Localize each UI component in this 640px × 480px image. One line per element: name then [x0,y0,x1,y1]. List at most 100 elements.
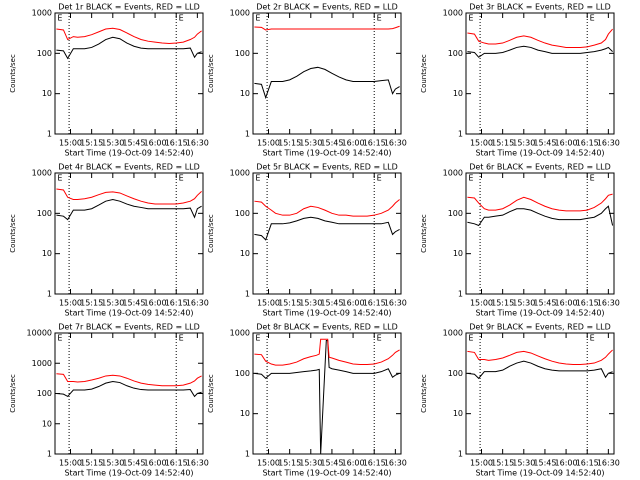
x-tick-label: 15:45 [533,139,556,148]
panel-title: Det 5r BLACK = Events, RED = LLD [256,163,398,172]
y-tick-label: 10 [42,89,52,98]
y-axis-label: Counts/sec [207,214,215,253]
x-tick-label: 16:00 [342,459,365,468]
x-tick-label: 16:15 [576,459,599,468]
y-tick-label: 1000 [230,9,250,18]
x-tick-label: 15:45 [320,299,343,308]
series-line [467,360,613,380]
x-tick-label: 15:30 [101,299,124,308]
series-line [56,36,202,60]
panel: Det 9r BLACK = Events, RED = LLD Start Ti… [420,323,620,478]
plot-frame [465,172,615,295]
x-tick-label: 16:00 [342,139,365,148]
annotation: E [179,14,184,23]
series-line [56,199,202,221]
x-tick-label: 15:00 [470,459,493,468]
x-tick-label: 15:45 [533,299,556,308]
y-tick-label: 100 [448,49,463,58]
y-tick-label: 1000 [32,9,52,18]
annotation: E [590,14,595,23]
x-tick-label: 16:30 [597,459,620,468]
panel-title: Det 1r BLACK = Events, RED = LLD [58,3,200,12]
y-tick-label: 1 [47,130,52,139]
panel-title: Det 7r BLACK = Events, RED = LLD [58,323,200,332]
series-line [467,45,613,58]
x-tick-label: 15:45 [533,459,556,468]
x-tick-label: 15:45 [122,459,145,468]
y-tick-label: 10 [240,89,250,98]
x-tick-label: 16:30 [384,299,407,308]
y-tick-label: 1 [245,130,250,139]
y-tick-label: 10 [240,249,250,258]
annotation: E [468,174,473,183]
x-tick-label: 15:00 [470,299,493,308]
series-line [254,25,400,31]
annotation: E [255,174,260,183]
panel: Det 2r BLACK = Events, RED = LLD Start Ti… [207,3,407,158]
plot-frame [54,12,204,135]
annotation: E [179,334,184,343]
y-tick-label: 100 [37,209,52,218]
x-tick-label: 15:15 [278,299,301,308]
plot-frame [252,332,402,455]
x-tick-label: 16:15 [165,299,188,308]
x-axis-label: Start Time (19-Oct-09 14:52:40) [262,149,391,158]
panel-title: Det 3r BLACK = Events, RED = LLD [469,3,611,12]
y-tick-label: 10 [453,249,463,258]
y-tick-label: 100 [37,389,52,398]
annotation: E [590,334,595,343]
series-line [467,205,614,227]
panel-title: Det 8r BLACK = Events, RED = LLD [256,323,398,332]
y-tick-label: 100 [37,49,52,58]
y-axis-label: Counts/sec [207,54,215,93]
y-axis-label: Counts/sec [420,214,428,253]
x-tick-label: 16:00 [555,139,578,148]
y-tick-label: 100 [235,369,250,378]
plot-frame [252,172,402,295]
x-axis-label: Start Time (19-Oct-09 14:52:40) [262,309,391,318]
x-tick-label: 15:00 [470,139,493,148]
x-axis-label: Start Time (19-Oct-09 14:52:40) [64,149,193,158]
y-tick-label: 10000 [27,329,52,338]
x-tick-label: 15:00 [257,299,280,308]
y-axis-label: Counts/sec [9,374,17,413]
series-line [56,27,202,45]
x-tick-label: 15:45 [320,459,343,468]
annotation: E [377,14,382,23]
x-tick-label: 15:45 [122,139,145,148]
y-tick-label: 100 [448,369,463,378]
x-tick-label: 15:30 [512,459,535,468]
y-tick-label: 1000 [230,169,250,178]
panel: Det 8r BLACK = Events, RED = LLD Start Ti… [207,323,407,478]
series-line [56,380,202,398]
y-tick-label: 10 [240,409,250,418]
annotation: E [468,334,473,343]
x-tick-label: 16:15 [363,299,386,308]
x-axis-label: Start Time (19-Oct-09 14:52:40) [64,309,193,318]
panel: Det 5r BLACK = Events, RED = LLD Start Ti… [207,163,407,318]
x-tick-label: 16:15 [576,299,599,308]
panel-title: Det 9r BLACK = Events, RED = LLD [469,323,611,332]
series-line [56,373,202,387]
y-tick-label: 1000 [32,169,52,178]
annotation: E [57,174,62,183]
x-tick-label: 15:00 [59,459,82,468]
series-line [254,66,400,100]
x-tick-label: 15:45 [320,139,343,148]
x-tick-label: 15:00 [59,139,82,148]
y-tick-label: 1 [458,450,463,459]
x-tick-label: 16:00 [342,299,365,308]
y-axis-label: Counts/sec [207,374,215,413]
x-tick-label: 15:00 [257,139,280,148]
y-tick-label: 1 [458,130,463,139]
x-tick-label: 16:00 [144,299,167,308]
y-tick-label: 1000 [443,9,463,18]
annotation: E [255,14,260,23]
series-line [467,349,613,366]
annotation: E [377,334,382,343]
x-tick-label: 16:30 [384,459,407,468]
x-tick-label: 15:30 [299,299,322,308]
y-tick-label: 100 [448,209,463,218]
y-tick-label: 100 [235,49,250,58]
panel: Det 6r BLACK = Events, RED = LLD Start Ti… [420,163,620,318]
